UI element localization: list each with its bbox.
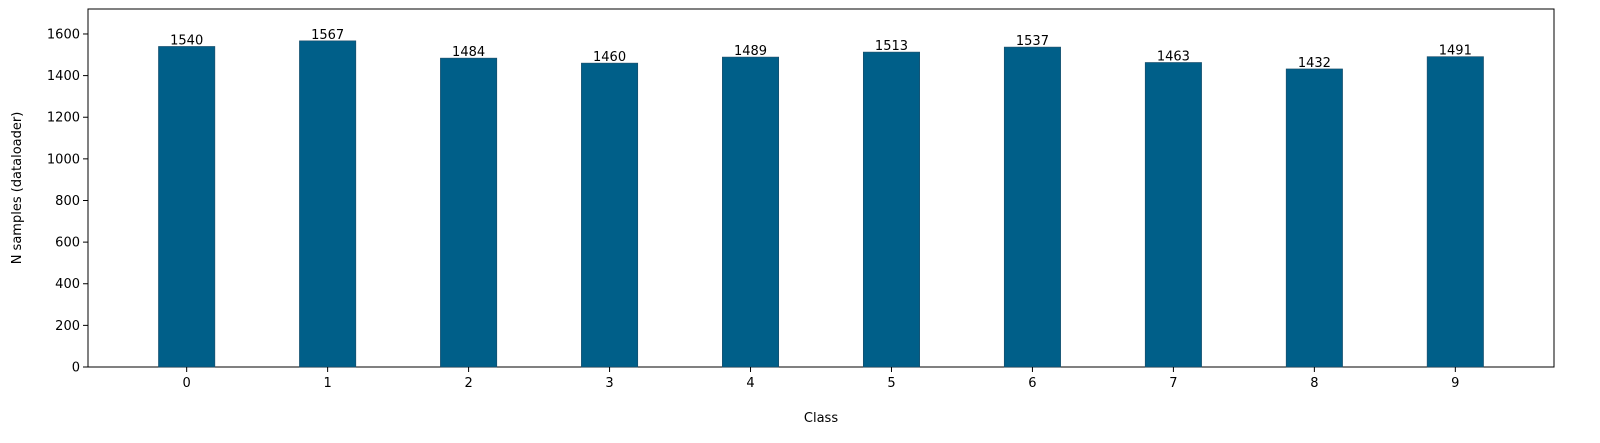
y-tick-label: 800 — [55, 194, 80, 209]
bar-class-7 — [1144, 62, 1202, 368]
y-tick-label: 1400 — [47, 69, 80, 84]
bar-value-label: 1460 — [593, 50, 626, 65]
y-axis-label: N samples (dataloader) — [10, 112, 25, 265]
x-tick-label: 5 — [887, 376, 895, 391]
plot-frame — [87, 8, 1555, 368]
y-tick-label: 1600 — [47, 27, 80, 42]
bar-class-9 — [1426, 56, 1484, 368]
bar-value-label: 1537 — [1016, 34, 1049, 49]
y-tick-label: 200 — [55, 319, 80, 334]
bar-series — [158, 40, 1484, 368]
bar-value-label: 1484 — [452, 45, 485, 60]
x-tick-label: 4 — [746, 376, 754, 391]
y-tick-label: 1200 — [47, 111, 80, 126]
bar-class-5 — [862, 51, 920, 368]
x-tick-label: 9 — [1451, 376, 1459, 391]
bar-class-4 — [722, 56, 780, 368]
y-tick-label: 0 — [72, 361, 80, 376]
bar-class-1 — [299, 40, 357, 368]
bar-value-label: 1489 — [734, 44, 767, 59]
bar-data-labels: 1540 1567 1484 1460 1489 1513 1537 1463 1432 1491 — [170, 28, 1472, 71]
plot-area — [87, 8, 1555, 368]
bar-value-label: 1491 — [1439, 44, 1472, 59]
bar-value-label: 1463 — [1157, 49, 1190, 64]
bar-class-8 — [1285, 68, 1343, 368]
bar-value-label: 1432 — [1298, 56, 1331, 71]
x-axis: 0 1 2 3 4 5 6 7 8 9 — [183, 367, 1459, 391]
x-tick-label: 7 — [1169, 376, 1177, 391]
x-tick-label: 0 — [183, 376, 191, 391]
y-tick-label: 600 — [55, 236, 80, 251]
y-axis: 0 200 400 600 800 1000 1200 1400 1600 — [47, 27, 88, 376]
x-tick-label: 2 — [464, 376, 472, 391]
bar-value-label: 1513 — [875, 39, 908, 54]
y-tick-label: 400 — [55, 277, 80, 292]
x-tick-label: 6 — [1028, 376, 1036, 391]
bar-class-3 — [581, 62, 639, 368]
x-tick-label: 1 — [323, 376, 331, 391]
bar-class-2 — [440, 57, 498, 368]
x-tick-label: 8 — [1310, 376, 1318, 391]
bar-value-label: 1540 — [170, 33, 203, 48]
y-tick-label: 1000 — [47, 152, 80, 167]
bar-value-label: 1567 — [311, 28, 344, 43]
bar-class-0 — [158, 46, 216, 368]
x-tick-label: 3 — [605, 376, 613, 391]
bar-class-6 — [1003, 46, 1061, 368]
x-axis-label: Class — [804, 411, 838, 426]
